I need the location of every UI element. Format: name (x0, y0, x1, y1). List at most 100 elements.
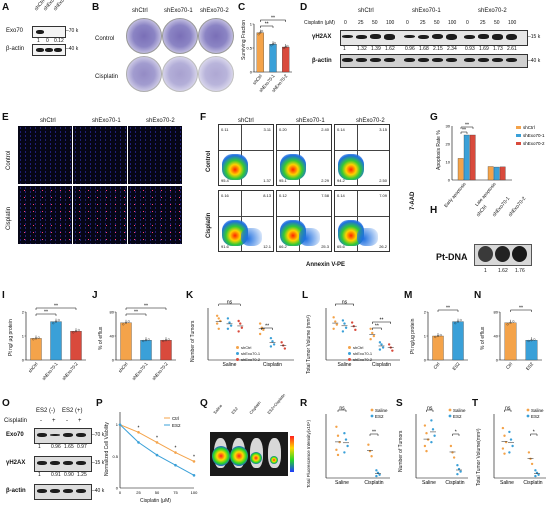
data-point (52, 322, 55, 325)
data-point (217, 317, 220, 320)
sign: - (40, 418, 42, 424)
mw-marker: –70 k (66, 28, 79, 34)
band (432, 34, 443, 40)
tick-label: 2 (424, 310, 427, 315)
panel-k-chart: Saline Cisplatin ns ** (207, 300, 294, 368)
data-point (533, 338, 536, 341)
quant: 2.15 (433, 46, 443, 52)
data-point (167, 338, 170, 341)
sign: + (78, 418, 82, 424)
significance-label: ** (372, 430, 376, 436)
dish (198, 56, 234, 92)
significance-bracket (125, 313, 147, 316)
data-point (336, 453, 340, 457)
category-label: Ctrl (432, 361, 440, 370)
significance-bracket (369, 433, 379, 436)
quant: 1.68 (419, 46, 429, 52)
panel-letter-n: N (474, 290, 482, 301)
data-point (372, 334, 376, 338)
panel-m-chart: Ctrl ES2 0 1 2 ** (424, 306, 468, 371)
gate-line (219, 216, 273, 218)
column-label: shExo70-1 (164, 8, 193, 14)
panel-letter-a: A (2, 2, 10, 13)
data-point (142, 339, 145, 343)
color-scale (290, 436, 294, 472)
quadrant-value: 26.2 (379, 244, 387, 249)
data-point (452, 456, 456, 459)
significance-label: ns (227, 300, 233, 306)
band (370, 58, 381, 62)
facs-plot: 0.14 7.09 65.6 26.2 (334, 190, 390, 252)
quadrant-value: 0.14 (337, 193, 345, 198)
data-point (375, 474, 378, 478)
band (50, 434, 60, 436)
data-point (271, 43, 275, 46)
data-point (534, 469, 537, 472)
category-label: Cisplatin (372, 362, 391, 368)
data-point (283, 347, 287, 350)
row-label: β-actin (6, 46, 25, 52)
data-point (449, 444, 453, 448)
category-label: Late apoptosis (474, 181, 497, 207)
bar (120, 322, 132, 361)
category-label: Early apoptosis (443, 181, 467, 208)
facs-plot: 0.12 7.58 66.2 25.3 (276, 190, 332, 252)
band (418, 34, 429, 39)
cell-population (221, 153, 248, 181)
significance-bracket (35, 307, 77, 310)
y-axis-label: Pt ng/μg protein (410, 318, 416, 354)
legend-swatch (370, 414, 374, 418)
significance-bracket (372, 321, 391, 324)
legend-swatch (448, 414, 452, 418)
significance-label: ** (144, 304, 148, 310)
panel-g-chart: Early apoptosis Late apoptosis **** shCtrl s… (443, 123, 545, 209)
bar (463, 134, 470, 181)
legend-swatch (448, 408, 452, 412)
row-label: β-actin (6, 488, 26, 494)
y-axis-label: % of efflux (480, 326, 486, 350)
legend-swatch (516, 134, 521, 137)
legend-swatch (348, 346, 351, 349)
quant: 1 (343, 46, 346, 52)
tick-label: 50 (155, 490, 160, 495)
panel-letter-e: E (2, 112, 9, 123)
tick-label: 75 (173, 490, 178, 495)
band (50, 489, 60, 493)
significance-bracket (260, 19, 286, 22)
row-label: Pt-DNA (436, 252, 468, 262)
data-point (508, 451, 511, 454)
legend-swatch (526, 414, 530, 418)
data-point (459, 470, 462, 473)
significance-bracket (125, 307, 167, 310)
dose-value: 100 (386, 20, 395, 26)
data-point (512, 320, 515, 323)
panel-letter-l: L (302, 290, 309, 301)
data-point (346, 444, 349, 448)
significance-bracket (510, 309, 532, 312)
quadrant-value: 25.3 (321, 244, 329, 249)
fluorescence-image (18, 126, 72, 184)
data-point (137, 441, 140, 444)
quant: 0.96 (51, 444, 61, 450)
significance-bracket (460, 126, 474, 129)
facs-plot: 0.14 3.15 94.2 2.50 (334, 124, 390, 186)
quant: 1.39 (371, 46, 381, 52)
data-point (269, 345, 273, 348)
data-point (219, 319, 222, 323)
dish (162, 56, 198, 92)
quant: 0.96 (405, 46, 415, 52)
band (464, 34, 475, 39)
tick-label: 40 (494, 334, 499, 339)
quant: 1.62 (385, 46, 395, 52)
facs-plot: 0.16 8.13 91.6 12.1 (218, 190, 274, 252)
quant: 0.97 (77, 444, 87, 450)
band (63, 461, 73, 465)
data-point (74, 330, 78, 333)
category-label: Saline (335, 480, 349, 486)
data-point (459, 319, 462, 322)
tick-label: 0 (22, 358, 25, 363)
data-point (192, 460, 196, 463)
row-label: Control (95, 36, 115, 42)
mw-marker: –15 k (92, 460, 105, 466)
